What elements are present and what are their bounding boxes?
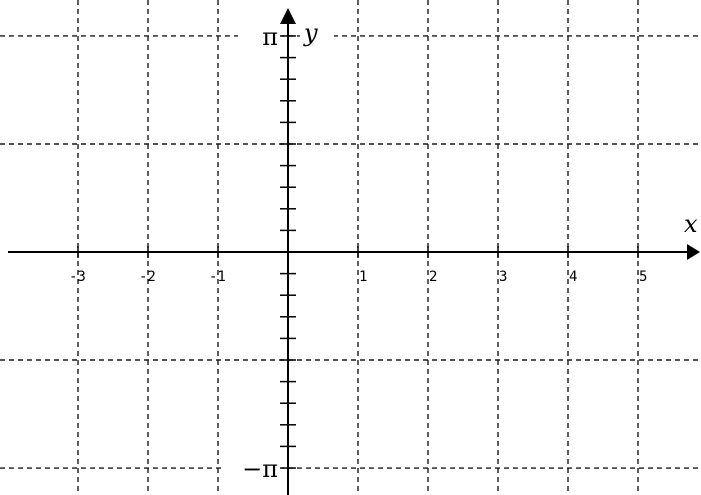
tick-labels: -3 -2 -1 1 2 3 4 5 π −π [69, 23, 647, 483]
x-axis-arrow-icon [687, 244, 700, 260]
x-tick-label: 1 [359, 269, 367, 285]
label-background [238, 19, 282, 50]
x-tick-label: 2 [429, 269, 437, 285]
x-tick-label: -3 [69, 269, 86, 285]
y-label-pi: π [262, 23, 278, 51]
y-axis-label: y [303, 19, 318, 47]
x-tick-label: 3 [499, 269, 507, 285]
y-axis-arrow-icon [280, 8, 296, 24]
label-background [222, 452, 282, 483]
ticks [77, 35, 639, 469]
x-tick-label: 4 [569, 269, 577, 285]
x-tick-label: 5 [639, 269, 647, 285]
y-label-minus-pi: −π [242, 455, 278, 483]
label-background [300, 17, 334, 48]
x-tick-label: -1 [209, 269, 226, 285]
x-axis-label: x [684, 210, 698, 238]
x-tick-label: -2 [139, 269, 156, 285]
